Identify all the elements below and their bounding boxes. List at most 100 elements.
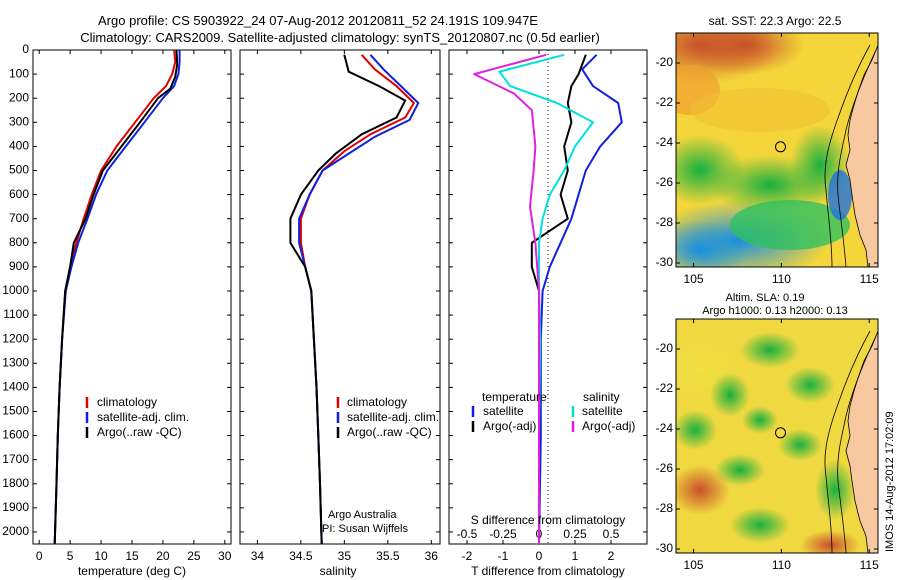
map-y-tick-label: -30	[656, 255, 674, 269]
depth-tick-label: 400	[9, 139, 29, 153]
depth-tick-label: 1600	[2, 428, 29, 442]
sst-map-ticks: 105 110 115 -20 -22 -24 -26 -28 -30	[656, 33, 879, 286]
legend-salinity-title: salinity	[583, 390, 620, 404]
x-tick-label: 30	[218, 549, 232, 563]
argo-australia-label: Argo Australia	[328, 509, 397, 521]
x-tick-label: 20	[156, 549, 170, 563]
difference-legend: temperature salinity satellite Argo(-adj…	[471, 390, 635, 433]
depth-tick-label: 1700	[2, 452, 29, 466]
salinity-legend-climatology: climatology	[347, 395, 407, 409]
map-x-tick-label: 105	[684, 558, 704, 572]
difference-x2-ticks: -0.5 -0.25 0 0.25 0.5	[457, 527, 620, 541]
sst-map-panel: sat. SST: 22.3 Argo: 22.5 105 110 115 -20 -2…	[656, 14, 879, 286]
map-y-tick-label: -24	[656, 135, 674, 149]
depth-tick-label: 600	[9, 187, 29, 201]
sla-map-ticks: 105 110 115 -20 -22 -24 -26 -28 -30	[656, 319, 879, 572]
series-line-argo-raw-qc--2	[289, 54, 407, 545]
sla-land	[845, 319, 878, 553]
depth-tick-label: 200	[9, 90, 29, 104]
map-y-tick-label: -22	[656, 95, 674, 109]
depth-tick-label: 1000	[2, 283, 29, 297]
x2-tick-label: -0.5	[457, 527, 478, 541]
sla-map-image	[676, 319, 878, 553]
salinity-legend-satellite: satellite-adj. clim.	[347, 410, 439, 424]
legend-sal-satellite: satellite	[582, 404, 623, 418]
map-y-tick-label: -24	[656, 421, 674, 435]
depth-tick-label: 1300	[2, 355, 29, 369]
map-y-tick-label: -22	[656, 381, 674, 395]
salinity-lines	[289, 54, 420, 545]
legend-temperature-title: temperature	[482, 390, 547, 404]
figure-title-line1: Argo profile: CS 5903922_24 07-Aug-2012 …	[98, 13, 538, 28]
map-x-tick-label: 110	[772, 272, 791, 286]
x-tick-label: 10	[94, 549, 108, 563]
temperature-panel: 0100200300400500600700800900100011001200…	[2, 42, 232, 578]
map-y-tick-label: -20	[656, 341, 674, 355]
salinity-xlabel: salinity	[320, 564, 357, 578]
x-tick-label: 0	[536, 549, 543, 563]
series-line-argo-raw-qc--2	[53, 49, 179, 545]
depth-tick-label: 1200	[2, 331, 29, 345]
legend-temp-satellite: satellite	[483, 404, 524, 418]
x-tick-label: 34.5	[289, 549, 313, 563]
depth-tick-label: 100	[9, 66, 29, 80]
legend-sal-argo: Argo(-adj)	[582, 419, 635, 433]
imos-timestamp: IMOS 14-Aug-2012 17:02:09	[884, 411, 896, 552]
difference-plot-frame	[448, 49, 648, 545]
salinity-plot-frame	[239, 49, 441, 545]
temperature-legend-argo: Argo(..raw -QC)	[97, 425, 182, 439]
depth-tick-label: 1400	[2, 380, 29, 394]
x-tick-label: 36	[425, 549, 439, 563]
series-line-satellite-0	[538, 54, 623, 545]
sst-map-title: sat. SST: 22.3 Argo: 22.5	[709, 14, 842, 28]
series-line-argo-adj--3	[473, 53, 547, 544]
map-y-tick-label: -28	[656, 501, 674, 515]
x-tick-label: -2	[462, 549, 473, 563]
x-tick-label: 35.5	[376, 549, 400, 563]
map-x-tick-label: 105	[684, 272, 704, 286]
depth-tick-label: 500	[9, 163, 29, 177]
x-tick-label: 35	[338, 549, 352, 563]
temperature-plot-frame	[32, 49, 232, 545]
x-tick-label: 2	[608, 549, 615, 563]
sla-map-title-line2: Argo h1000: 0.13 h2000: 0.13	[702, 305, 848, 317]
sla-map-frame	[675, 318, 879, 554]
legend-temp-argo: Argo(-adj)	[483, 419, 536, 433]
map-x-tick-label: 115	[860, 558, 879, 572]
difference-panel: -2 -1 0 1 2 -0.5 -0.25 0 0.25 0.5 T difference f…	[448, 49, 648, 578]
depth-tick-label: 1800	[2, 476, 29, 490]
map-y-tick-label: -30	[656, 541, 674, 555]
x-tick-label: 1	[572, 549, 579, 563]
x2-tick-label: -0.25	[489, 527, 517, 541]
salinity-x-ticks: 34 34.5 35 35.5 36	[251, 50, 439, 563]
salinity-legend-argo: Argo(..raw -QC)	[347, 425, 432, 439]
depth-tick-label: 0	[22, 42, 29, 56]
map-y-tick-label: -20	[656, 55, 674, 69]
sla-map-title-line1: Altim. SLA: 0.19	[726, 292, 805, 304]
difference-lines	[473, 53, 623, 545]
sst-land	[845, 33, 878, 267]
x-tick-label: 34	[251, 549, 265, 563]
map-y-tick-label: -28	[656, 215, 674, 229]
difference-depth-ticks	[449, 49, 647, 533]
temperature-legend-satellite: satellite-adj. clim.	[97, 410, 189, 424]
depth-tick-label: 900	[9, 259, 29, 273]
x-tick-label: 0	[36, 549, 43, 563]
difference-xlabel: T difference from climatology	[471, 564, 625, 578]
temperature-lines	[53, 49, 181, 545]
temperature-x-ticks: 0 5 10 15 20 25 30	[36, 50, 232, 563]
sla-argo-location-marker	[775, 427, 786, 439]
temperature-legend-climatology: climatology	[97, 395, 157, 409]
depth-tick-label: 2000	[2, 524, 29, 538]
map-y-tick-label: -26	[656, 175, 674, 189]
sst-argo-location-marker	[775, 141, 786, 153]
sla-map-panel: Altim. SLA: 0.19 Argo h1000: 0.13 h2000:…	[656, 292, 879, 572]
x-tick-label: -1	[498, 549, 509, 563]
temperature-depth-ticks: 0 100 200 300 400 500 600 700 800 900 1000 1100 1200…	[2, 42, 231, 538]
difference-x2label: S difference from climatology	[471, 513, 626, 527]
depth-tick-label: 300	[9, 114, 29, 128]
map-y-tick-label: -26	[656, 461, 674, 475]
temperature-xlabel: temperature (deg C)	[78, 564, 186, 578]
depth-tick-label: 700	[9, 211, 29, 225]
